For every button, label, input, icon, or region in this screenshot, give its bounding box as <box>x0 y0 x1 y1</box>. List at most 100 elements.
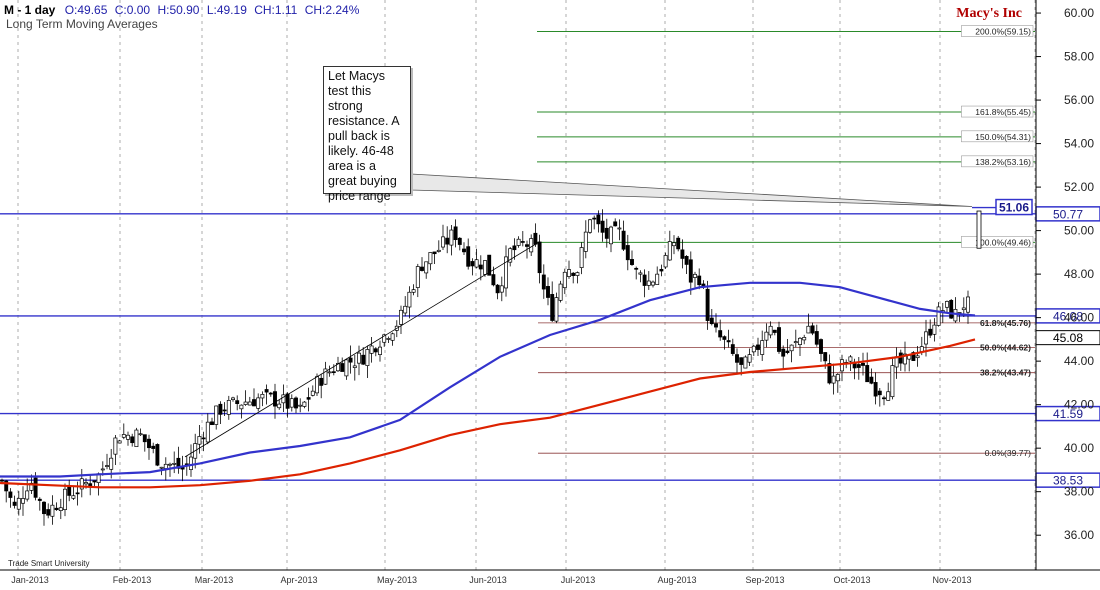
candle-body <box>508 248 513 263</box>
candle-body <box>672 242 676 247</box>
annotations-overlay <box>184 173 973 458</box>
candle-body <box>373 348 378 353</box>
candle-body <box>541 274 546 290</box>
candle-body <box>42 501 46 515</box>
callout-pointer <box>410 173 973 207</box>
candle-body <box>823 352 828 362</box>
x-tick-label: Apr-2013 <box>280 575 317 585</box>
chart-subtitle: Long Term Moving Averages <box>6 17 158 31</box>
candle-body <box>302 401 307 407</box>
candle-body <box>163 463 168 469</box>
candle-body <box>659 268 664 272</box>
analysis-callout: Let Macys test this strong resistance. A… <box>323 66 411 203</box>
candle-body <box>781 348 786 357</box>
candle-body <box>357 352 361 364</box>
candle-body <box>730 344 735 354</box>
candle-body <box>256 397 261 409</box>
candle-body <box>235 400 240 405</box>
candle-body <box>365 349 370 366</box>
candle-body <box>449 229 454 246</box>
x-tick-label: Nov-2013 <box>932 575 971 585</box>
x-tick-label: Mar-2013 <box>195 575 234 585</box>
candle-body <box>323 368 328 385</box>
candle-body <box>294 397 298 409</box>
symbol-label: M - 1 day <box>4 3 56 17</box>
fib-extension-label: 100.0%(49.46) <box>975 237 1031 247</box>
candle-body <box>109 457 114 470</box>
candle-body <box>655 273 660 285</box>
candle-body <box>205 421 210 443</box>
candle-body <box>579 247 584 268</box>
candle-body <box>583 231 588 252</box>
candle-body <box>840 359 844 372</box>
candle-body <box>336 362 340 372</box>
candle-body <box>252 399 256 407</box>
y-tick-label: 52.00 <box>1064 180 1094 194</box>
fib-extension-label: 150.0%(54.31) <box>975 132 1031 142</box>
candle-body <box>634 267 639 270</box>
x-tick-label: Sep-2013 <box>745 575 784 585</box>
candle-body <box>651 281 655 286</box>
candle-body <box>268 392 273 395</box>
candle-body <box>348 357 353 363</box>
candle-body <box>138 433 143 436</box>
level-label: 41.59 <box>1053 407 1083 421</box>
candle-body <box>113 437 118 455</box>
candle-body <box>550 294 555 321</box>
candle-body <box>705 288 710 321</box>
low-value: L:49.19 <box>206 3 247 17</box>
candle-body <box>483 260 487 275</box>
fib-extension-label-box <box>961 25 1034 37</box>
y-tick-label: 42.00 <box>1064 398 1094 412</box>
sma-200-line <box>0 338 976 489</box>
candle-body <box>722 336 727 340</box>
fib-extension-label-box <box>961 236 1034 248</box>
candle-body <box>911 352 916 361</box>
candle-body <box>798 337 802 345</box>
candle-body <box>949 300 954 319</box>
candlesticks <box>0 209 982 526</box>
candle-body <box>151 445 156 449</box>
candle-body <box>743 356 748 369</box>
candle-body <box>667 241 672 261</box>
candle-body <box>680 249 685 259</box>
fib-retracement-label: 38.2%(43.47) <box>980 368 1031 378</box>
x-tick-label: Aug-2013 <box>657 575 696 585</box>
candle-body <box>172 462 177 465</box>
fib-extension-label-box <box>961 130 1034 143</box>
candle-body <box>29 482 34 491</box>
candle-body <box>75 492 80 495</box>
candle-body <box>777 327 781 352</box>
candle-body <box>273 391 277 407</box>
candle-body <box>533 232 538 245</box>
candle-body <box>239 404 244 410</box>
candle-body <box>827 363 832 384</box>
candle-body <box>819 339 823 354</box>
candle-body <box>504 256 508 289</box>
candle-body <box>768 325 773 336</box>
candle-body <box>525 244 529 247</box>
candle-body <box>630 259 634 265</box>
candle-body <box>403 305 408 314</box>
candle-body <box>848 356 853 362</box>
x-tick-label: Jul-2013 <box>561 575 596 585</box>
candle-body <box>491 274 496 286</box>
candle-body <box>621 230 626 250</box>
y-tick-label: 54.00 <box>1064 137 1094 151</box>
candle-body <box>756 344 760 350</box>
candle-body <box>88 483 93 486</box>
level-label: 46.08 <box>1053 309 1083 323</box>
candle-body <box>499 285 504 293</box>
candle-body <box>189 456 193 470</box>
candle-body <box>890 365 895 398</box>
candle-body <box>802 337 807 341</box>
candle-body <box>46 509 51 516</box>
candle-body <box>285 393 290 409</box>
candle-body <box>130 436 135 444</box>
current-price-label: 45.08 <box>1053 331 1083 345</box>
candle-body <box>772 329 777 333</box>
candle-body <box>344 359 349 377</box>
candle-body <box>25 490 30 500</box>
candle-body <box>84 482 88 485</box>
candle-body <box>932 324 937 335</box>
